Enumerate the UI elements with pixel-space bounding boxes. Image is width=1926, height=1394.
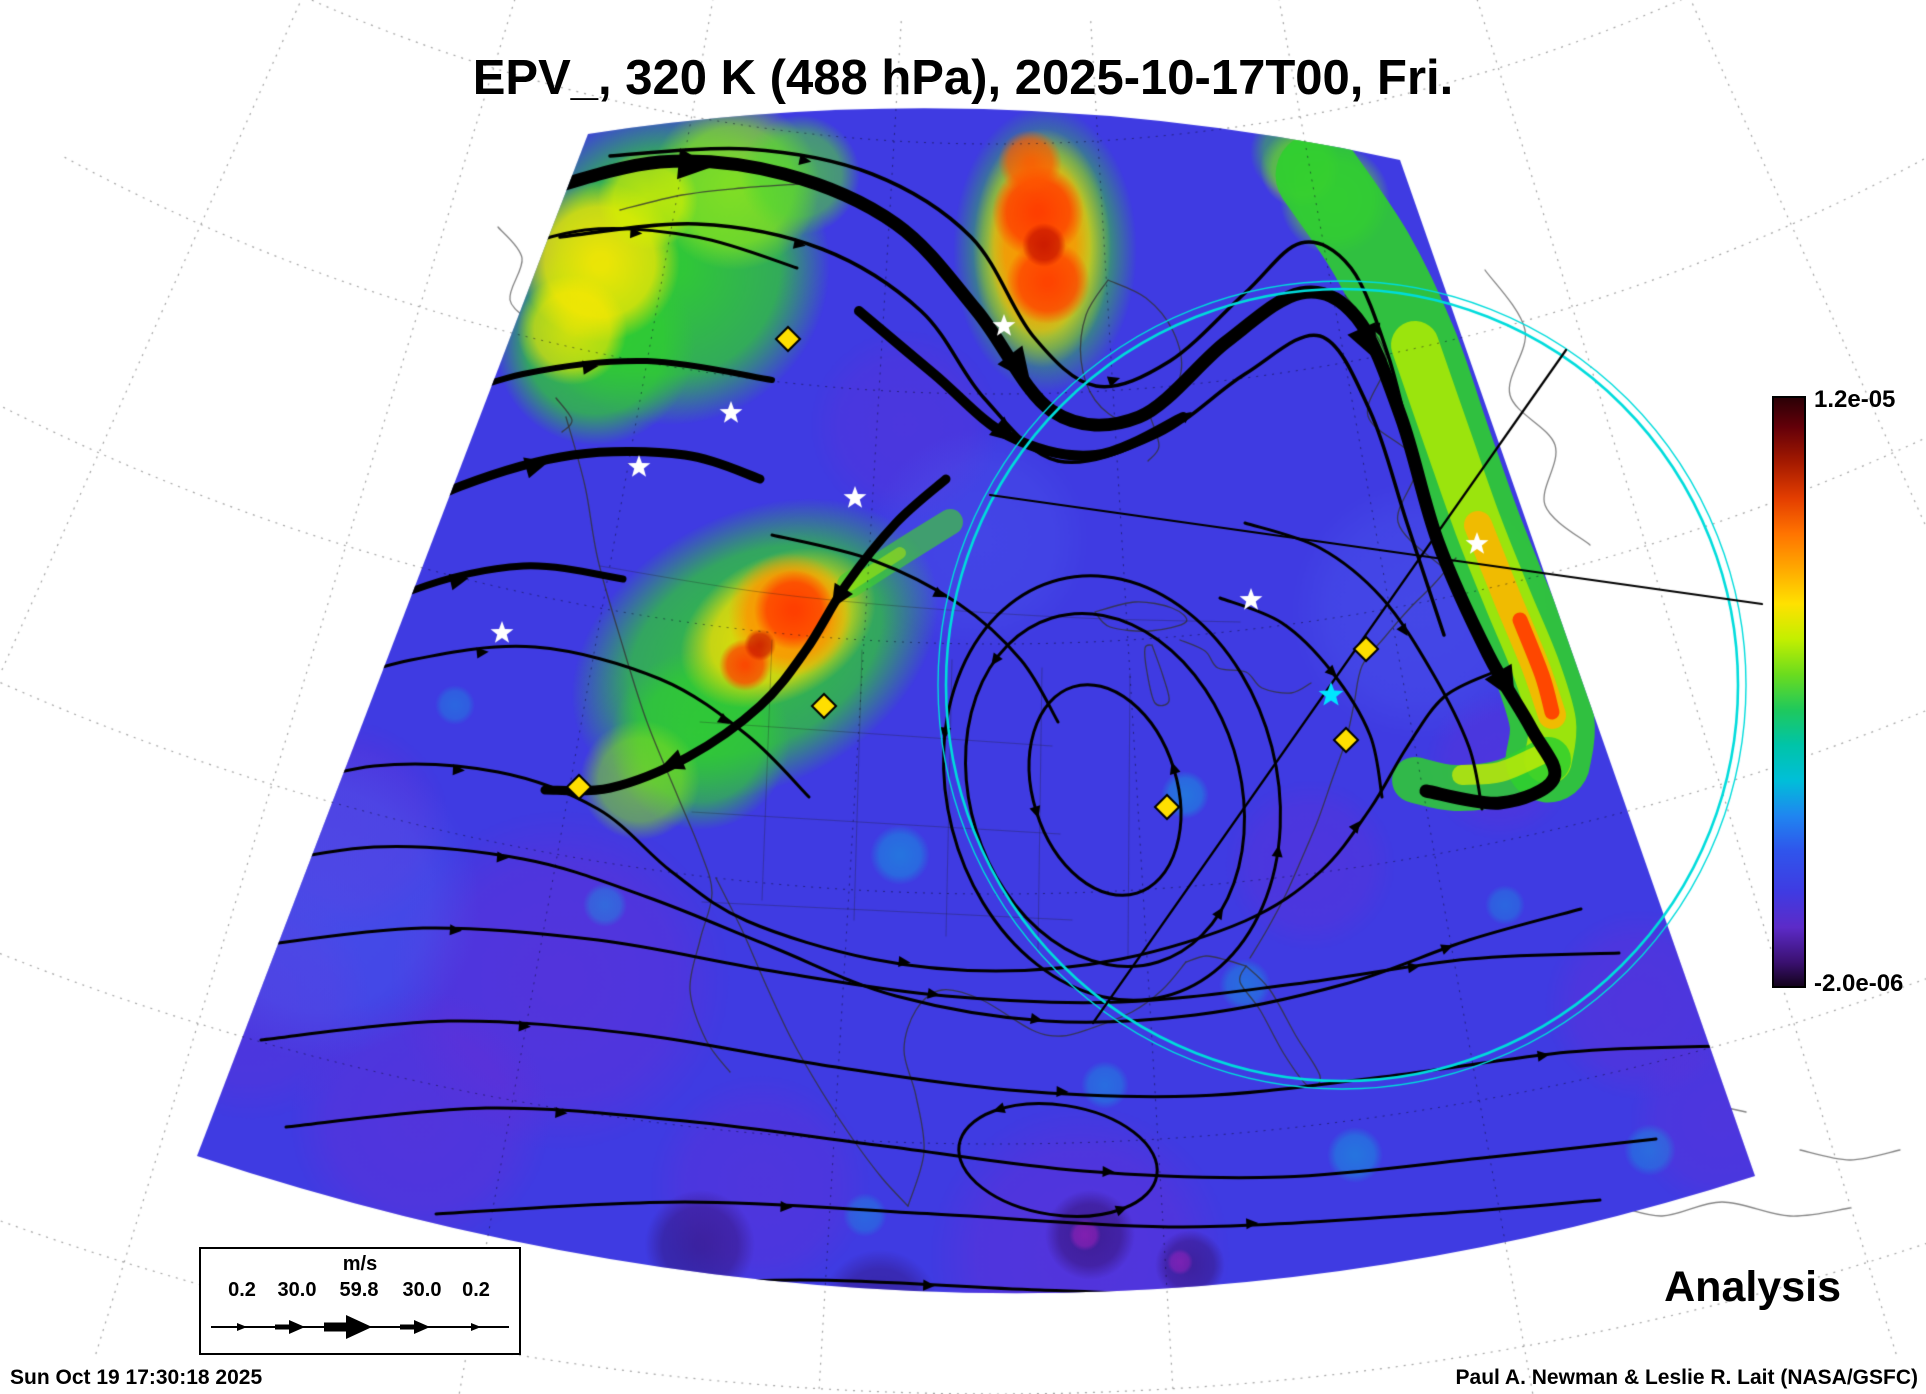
colorbar-max-label: 1.2e-05 — [1814, 386, 1896, 413]
wind-legend-value: 59.8 — [339, 1279, 379, 1301]
wind-arrow-icon — [324, 1322, 346, 1332]
wind-speed-legend: m/s 0.2 30.0 59.8 30.0 0.2 — [199, 1247, 521, 1355]
wind-arrow-icon — [346, 1315, 372, 1339]
wind-legend-value: 0.2 — [462, 1279, 490, 1301]
wind-legend-value: 30.0 — [402, 1279, 442, 1301]
wind-arrow-icon — [289, 1320, 305, 1334]
wind-arrow-icon — [414, 1320, 430, 1334]
wind-arrow-icon — [471, 1323, 481, 1331]
credits: Paul A. Newman & Leslie R. Lait (NASA/GS… — [1455, 1366, 1918, 1389]
wind-legend-units: m/s — [342, 1253, 378, 1275]
wind-arrow-icon — [275, 1324, 289, 1330]
colorbar: 1.2e-05 -2.0e-06 — [1772, 386, 1903, 997]
analysis-label: Analysis — [1664, 1263, 1841, 1311]
timestamp: Sun Oct 19 17:30:18 2025 — [10, 1366, 263, 1389]
colorbar-min-label: -2.0e-06 — [1814, 970, 1904, 997]
chart-title: EPV_, 320 K (488 hPa), 2025-10-17T00, Fr… — [472, 51, 1454, 105]
wind-arrow-icon — [400, 1324, 414, 1330]
wind-legend-value: 30.0 — [277, 1279, 317, 1301]
wind-arrow-icon — [237, 1323, 247, 1331]
wind-legend-value: 0.2 — [228, 1279, 256, 1301]
colorbar-gradient — [1772, 396, 1806, 988]
wind-arrow-scale-icon — [211, 1315, 509, 1339]
